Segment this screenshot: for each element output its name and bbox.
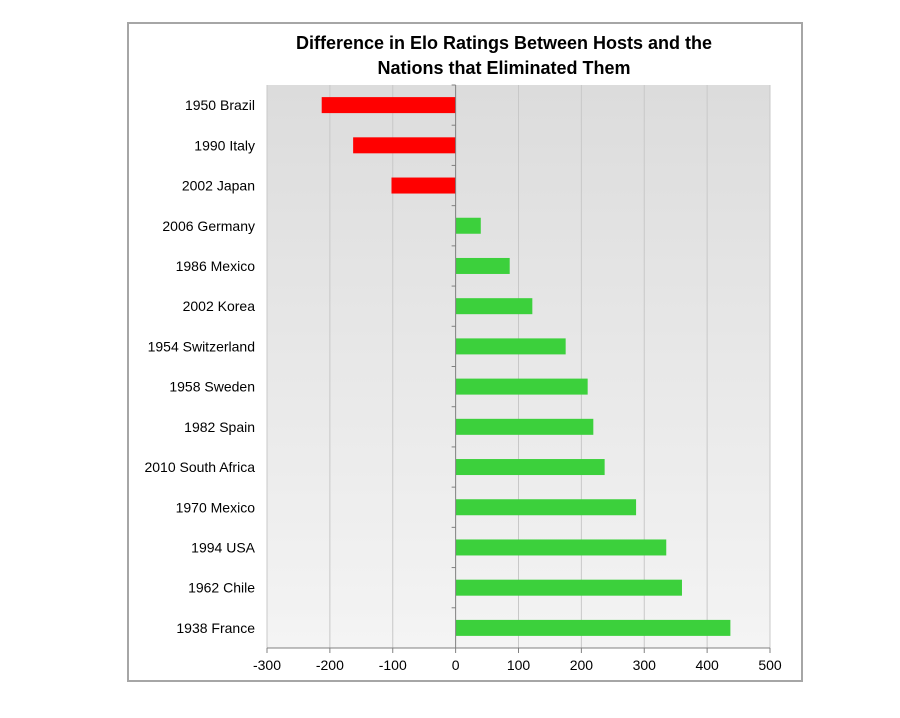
x-tick-label: -200: [316, 657, 344, 673]
x-tick-label: 300: [633, 657, 657, 673]
category-label: 1950 Brazil: [185, 97, 255, 113]
bar: [455, 418, 594, 435]
category-label: 1990 Italy: [194, 137, 255, 153]
category-label: 1970 Mexico: [176, 499, 256, 515]
chart-frame: Difference in Elo Ratings Between Hosts …: [127, 22, 803, 682]
bar: [455, 579, 682, 596]
x-tick-label: -300: [253, 657, 281, 673]
bar: [455, 459, 605, 476]
bar: [455, 257, 510, 274]
bar: [391, 177, 456, 194]
x-tick-label: 200: [570, 657, 594, 673]
category-label: 2010 South Africa: [144, 459, 255, 475]
category-label: 1954 Switzerland: [148, 338, 255, 354]
bar: [455, 298, 533, 315]
bar: [455, 539, 667, 556]
category-label: 2006 Germany: [162, 218, 255, 234]
label-layer: -300 -200 -100 0 100 200 300 400 500 1950 Brazil 1…: [144, 97, 781, 673]
bar: [455, 378, 588, 395]
chart-svg: Difference in Elo Ratings Between Hosts …: [144, 33, 781, 673]
chart-title-line-1: Difference in Elo Ratings Between Hosts …: [296, 33, 712, 53]
category-label: 1982 Spain: [184, 419, 255, 435]
x-tick-label: 400: [695, 657, 719, 673]
x-tick-label: 500: [758, 657, 782, 673]
bar: [455, 338, 566, 355]
category-label: 1986 Mexico: [176, 258, 256, 274]
bar: [353, 137, 456, 154]
bar: [455, 619, 731, 636]
x-tick-label: 100: [507, 657, 531, 673]
category-label: 1994 USA: [191, 539, 255, 555]
chart-title-line-2: Nations that Eliminated Them: [377, 58, 630, 78]
category-label: 1938 France: [176, 620, 255, 636]
bar: [455, 217, 481, 234]
axis-layer: [266, 84, 771, 653]
category-label: 1962 Chile: [188, 580, 255, 596]
x-tick-label: -100: [379, 657, 407, 673]
category-label: 2002 Japan: [182, 178, 255, 194]
bar: [455, 499, 637, 516]
category-label: 1958 Sweden: [169, 379, 255, 395]
x-tick-label: 0: [452, 657, 460, 673]
bar-layer: [321, 97, 731, 636]
category-label: 2002 Korea: [183, 298, 256, 314]
bar: [321, 97, 456, 114]
